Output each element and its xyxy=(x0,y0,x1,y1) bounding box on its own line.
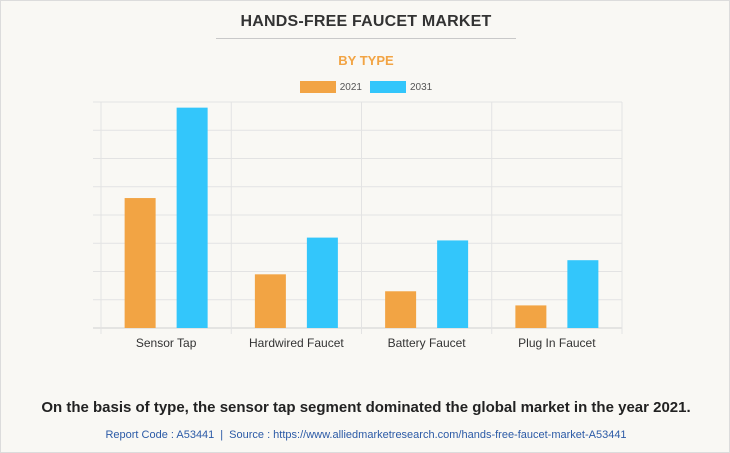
bar-2021-battery-faucet xyxy=(385,291,417,328)
legend-swatch-2021 xyxy=(299,81,336,93)
footer-separator: | xyxy=(220,429,224,441)
title-divider xyxy=(216,38,516,39)
legend-item-2031: 2031 xyxy=(370,81,432,93)
bar-chart: Sensor Tap Hardwired Faucet Battery Faucet… xyxy=(93,101,623,350)
chart-subtitle: BY TYPE xyxy=(338,53,394,68)
x-tick-label: Sensor Tap xyxy=(136,336,197,350)
bar-2021-hardwired-faucet xyxy=(254,274,286,328)
bar-2021-sensor-tap xyxy=(124,198,156,328)
bar-2031-plug-in-faucet xyxy=(567,260,599,328)
legend-label-2031: 2031 xyxy=(410,81,433,93)
report-code: Report Code : A53441 xyxy=(105,429,215,441)
bar-2031-sensor-tap xyxy=(176,107,208,329)
legend-item-2021: 2021 xyxy=(299,81,362,93)
bar-2031-battery-faucet xyxy=(437,240,469,328)
footer: Report Code : A53441 | Source : https://ww… xyxy=(1,429,730,441)
chart-title: HANDS-FREE FAUCET MARKET xyxy=(240,13,492,30)
bar-2031-hardwired-faucet xyxy=(306,237,338,328)
bar-2021-plug-in-faucet xyxy=(515,305,547,328)
x-tick-label: Plug In Faucet xyxy=(518,336,596,350)
x-tick-label: Hardwired Faucet xyxy=(249,336,344,350)
source-link[interactable]: Source : https://www.alliedmarketresearc… xyxy=(229,429,627,441)
legend-swatch-2031 xyxy=(370,81,406,93)
chart-legend: 2021 2031 xyxy=(1,81,730,93)
x-tick-label: Battery Faucet xyxy=(388,336,467,350)
chart-caption: On the basis of type, the sensor tap seg… xyxy=(41,399,691,416)
legend-label-2021: 2021 xyxy=(339,81,362,93)
